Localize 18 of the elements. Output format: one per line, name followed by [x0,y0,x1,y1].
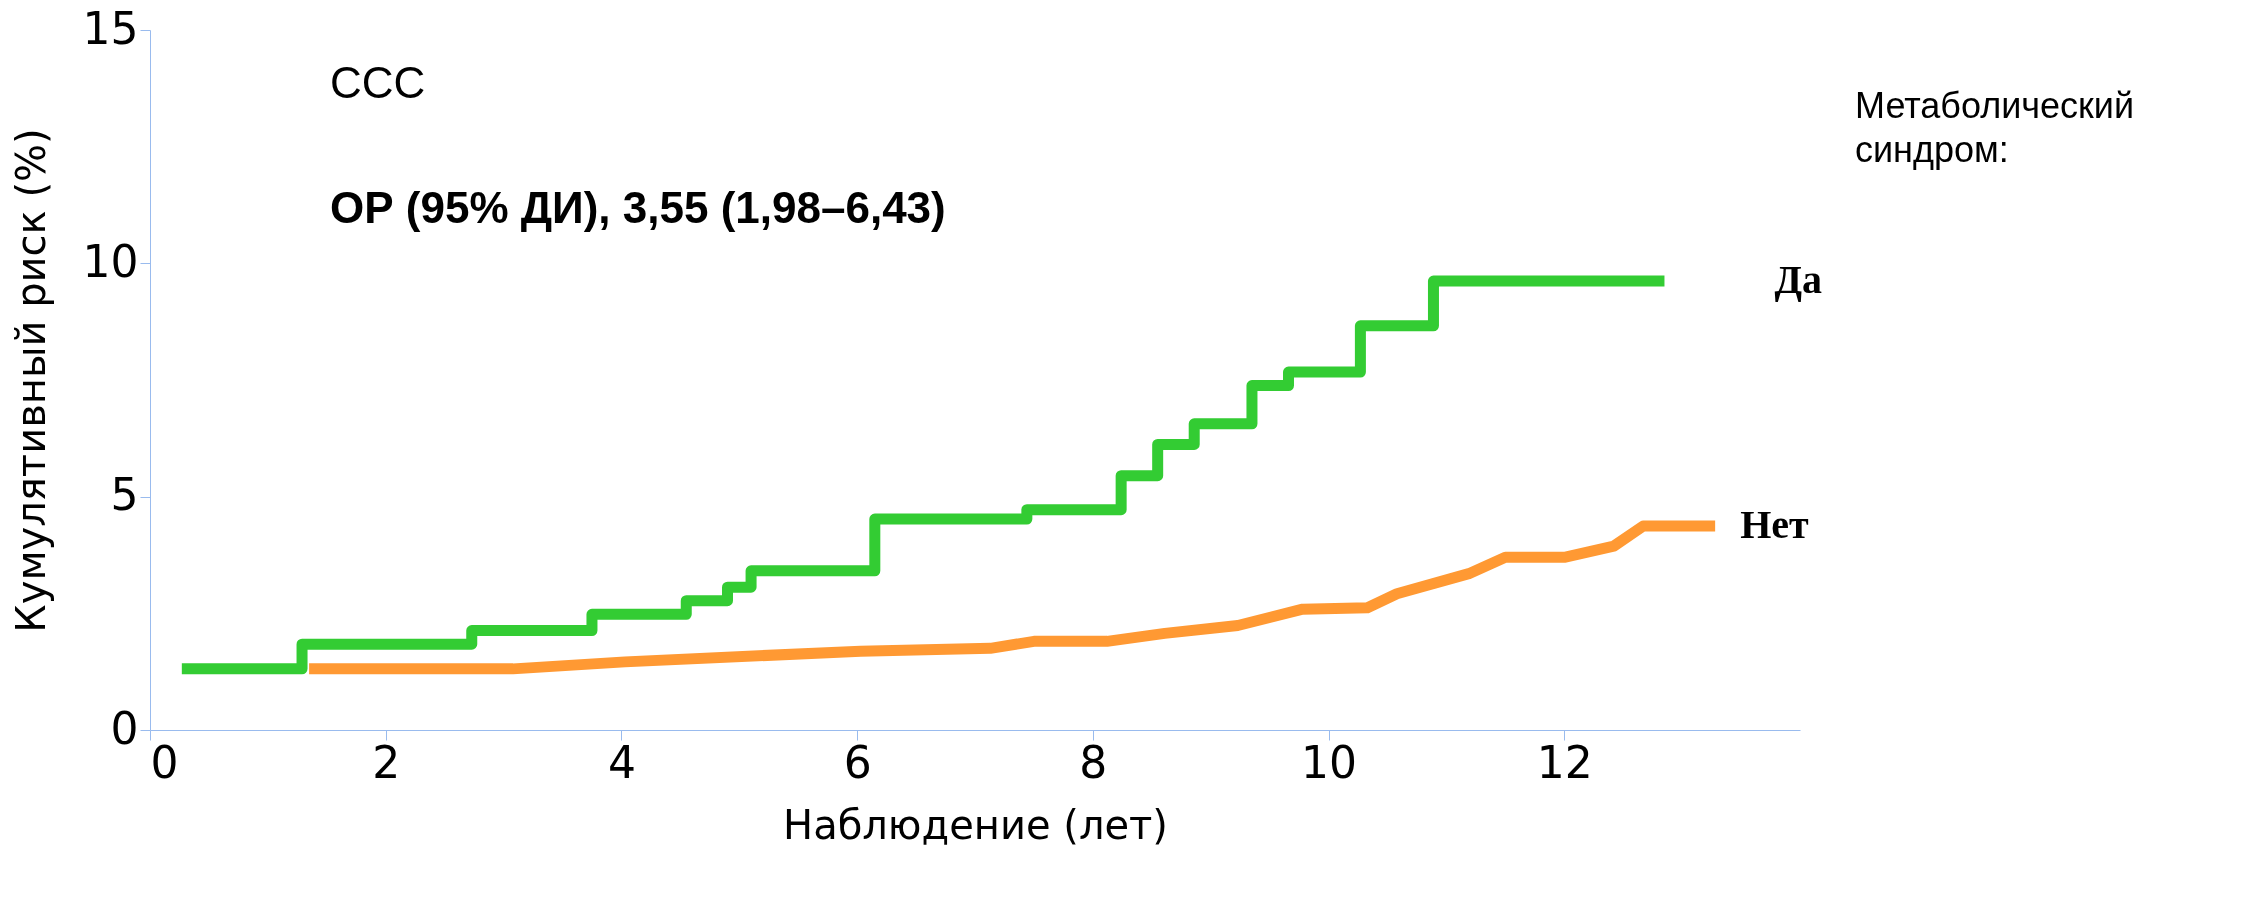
x-tick-label: 12 [1536,736,1593,788]
x-tick-label: 10 [1301,736,1358,788]
x-tick-label: 2 [372,736,401,788]
text: Да [1774,257,1822,303]
y-tick-label: 10 [82,235,139,287]
x-tick-label: 8 [1079,736,1108,788]
x-tick-label: 4 [607,736,636,788]
series-label: Нет [1740,502,1810,548]
x-axis-title: Наблюдение (лет) [783,801,1168,848]
y-axis-title: Кумулятивный риск (%) [7,128,54,633]
y-tick-label: 0 [110,702,139,754]
annotation: ССС [330,58,426,107]
x-tick-label: 0 [150,736,179,788]
x-tick-label: 6 [843,736,872,788]
legend-title: Метаболический синдром: [1855,85,2135,170]
annotation: ОР (95% ДИ), 3,55 (1,98–6,43) [330,183,946,232]
y-tick-label: 5 [110,469,139,521]
y-tick-label: 15 [82,2,139,54]
